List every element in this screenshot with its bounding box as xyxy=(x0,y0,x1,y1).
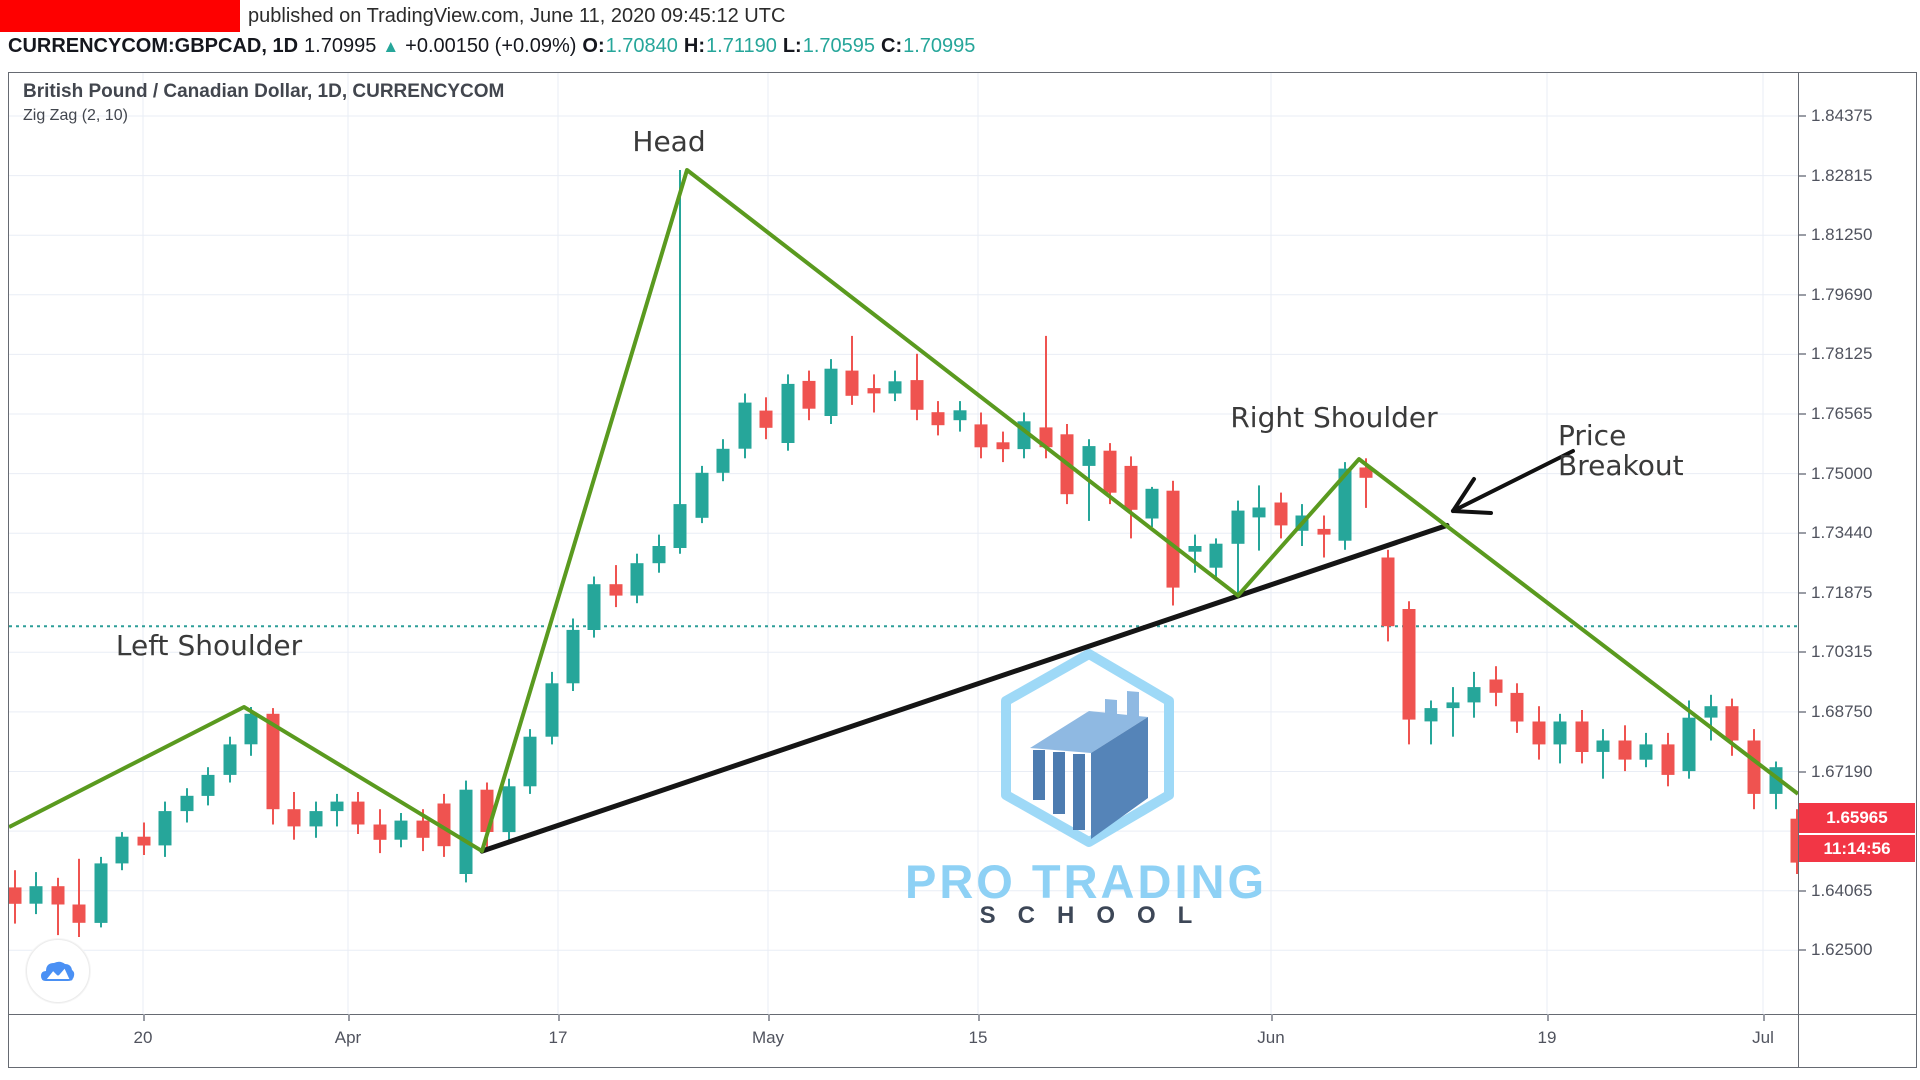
countdown-badge: 11:14:56 xyxy=(1799,835,1915,862)
price-axis-tick xyxy=(1799,711,1806,713)
time-axis-label: 20 xyxy=(133,1028,153,1047)
watermark-subtitle: SCHOOL xyxy=(979,902,1215,929)
price-axis-label: 1.78125 xyxy=(1811,344,1873,363)
price-axis-label: 1.70315 xyxy=(1811,642,1873,661)
annotation-head: Head xyxy=(632,125,706,158)
annotation-price-breakout-line1: Price xyxy=(1558,419,1627,452)
tradingview-logo-button[interactable] xyxy=(26,939,90,1003)
annotation-price-breakout-line2: Breakout xyxy=(1558,449,1684,482)
time-axis-label: Jun xyxy=(1257,1028,1285,1047)
price-axis-tick xyxy=(1799,592,1806,594)
time-axis-divider xyxy=(9,1014,1916,1015)
price-badge: 1.65965 xyxy=(1799,803,1915,833)
price-axis-tick xyxy=(1799,473,1806,475)
price-axis-label: 1.81250 xyxy=(1811,225,1873,244)
price-axis-tick xyxy=(1799,771,1806,773)
published-line: published on TradingView.com, June 11, 2… xyxy=(248,5,786,27)
time-axis-label: Jul xyxy=(1752,1028,1774,1047)
annotation-left-shoulder: Left Shoulder xyxy=(115,629,303,662)
close-value: 1.70995 xyxy=(903,35,976,57)
annotation-price-breakout: Price Breakout xyxy=(1558,421,1684,481)
open-value: 1.70840 xyxy=(605,35,678,57)
time-axis-tick xyxy=(1763,1014,1765,1021)
low-label: L: xyxy=(782,35,802,57)
time-axis-tick xyxy=(978,1014,980,1021)
price-axis-label: 1.76565 xyxy=(1811,404,1873,423)
price-axis-tick xyxy=(1799,949,1806,951)
up-arrow-icon: ▲ xyxy=(382,37,400,56)
annotation-right-shoulder: Right Shoulder xyxy=(1230,401,1438,434)
high-value: 1.71190 xyxy=(706,35,777,57)
watermark-title: PRO TRADING xyxy=(905,855,1267,908)
price-axis-divider xyxy=(1798,73,1799,1067)
price-change: +0.00150 (+0.09%) xyxy=(405,35,577,57)
time-axis-label: 19 xyxy=(1537,1028,1557,1047)
price-axis-label: 1.84375 xyxy=(1811,106,1873,125)
price-axis-label: 1.62500 xyxy=(1811,940,1873,959)
time-axis-label: Apr xyxy=(334,1028,362,1047)
price-axis-label: 1.64065 xyxy=(1811,881,1873,900)
low-value: 1.70595 xyxy=(802,35,876,57)
time-axis-tick xyxy=(768,1014,770,1021)
price-axis-label: 1.82815 xyxy=(1811,166,1873,185)
price-axis-tick xyxy=(1799,175,1806,177)
time-axis-tick xyxy=(348,1014,350,1021)
time-axis-label: 15 xyxy=(968,1028,988,1047)
price-axis-tick xyxy=(1799,294,1806,296)
open-label: O: xyxy=(582,35,605,57)
price-axis-tick xyxy=(1799,532,1806,534)
price-axis-label: 1.67190 xyxy=(1811,762,1873,781)
price-axis-label: 1.71875 xyxy=(1811,583,1873,602)
price-axis-label: 1.75000 xyxy=(1811,464,1873,483)
candlestick-chart xyxy=(9,73,1798,1014)
chart-panel: British Pound / Canadian Dollar, 1D, CUR… xyxy=(8,72,1917,1068)
time-axis-tick xyxy=(143,1014,145,1021)
last-price: 1.70995 xyxy=(304,35,377,57)
price-axis-label: 1.68750 xyxy=(1811,702,1873,721)
tradingview-cloud-icon xyxy=(41,961,75,981)
time-axis-tick xyxy=(1547,1014,1549,1021)
price-axis-tick xyxy=(1799,890,1806,892)
time-axis-tick xyxy=(558,1014,560,1021)
price-axis-tick xyxy=(1799,115,1806,117)
time-axis-label: 17 xyxy=(548,1028,568,1047)
price-axis-label: 1.73440 xyxy=(1811,523,1873,542)
close-label: C: xyxy=(881,35,903,57)
time-axis-label: May xyxy=(751,1028,785,1047)
redacted-banner xyxy=(0,0,240,32)
price-axis-tick xyxy=(1799,413,1806,415)
chart-legend-title: British Pound / Canadian Dollar, 1D, CUR… xyxy=(23,81,505,102)
time-axis-tick xyxy=(1271,1014,1273,1021)
price-axis-tick xyxy=(1799,234,1806,236)
price-axis-tick xyxy=(1799,651,1806,653)
symbol-info-bar: CURRENCYCOM:GBPCAD, 1D 1.70995 ▲ +0.00150 (… xyxy=(8,35,981,58)
indicator-label: Zig Zag (2, 10) xyxy=(23,107,128,124)
price-axis-label: 1.79690 xyxy=(1811,285,1873,304)
symbol-name: CURRENCYCOM:GBPCAD, 1D xyxy=(8,35,299,57)
high-label: H: xyxy=(683,35,706,57)
price-axis-tick xyxy=(1799,353,1806,355)
